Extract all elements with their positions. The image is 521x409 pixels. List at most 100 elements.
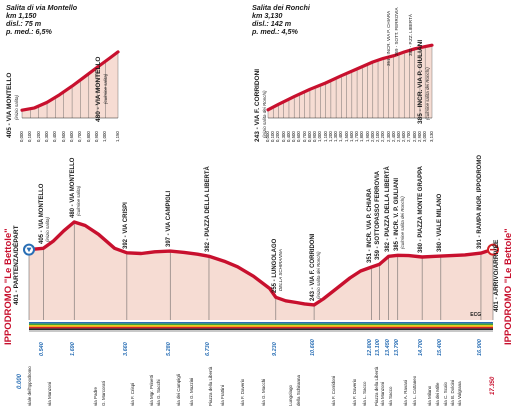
waypoint-label: 385 - INCR. V. P. GIULIANI (393, 178, 400, 252)
street-label: via A. Ravasi (403, 379, 409, 406)
waypoint-label: 397 - VIA CAMPIGLI (166, 190, 173, 248)
main-profile-fill (29, 222, 493, 320)
climb1-fill (22, 51, 118, 118)
climb1-pmed: p. med.: 6,5% (6, 27, 52, 36)
street-label: via G. Sacchi (155, 379, 161, 406)
start-marker-icon (26, 247, 32, 253)
km-label: 1.690 (70, 342, 77, 356)
street-label: G. Marcorati (100, 381, 106, 406)
waypoint-sublabel: (inizio salita) (45, 217, 51, 243)
climb2-mid-label-1: 351 - INCR. VIA P. CHIARA (386, 10, 391, 66)
climb1-tick-label: 0,200 (35, 131, 41, 142)
km-label: 6.730 (204, 342, 211, 356)
km-label: 3.660 (122, 342, 129, 356)
start-km: 0.000 (17, 373, 23, 389)
climb1-title: Salita di via Montello (6, 3, 78, 12)
street-label: via Valgrana (456, 381, 462, 406)
street-label: via Manzoni (47, 381, 53, 406)
climb2-tick-label: 2,200 (380, 131, 386, 142)
waypoint-sublabel: (culmine salita) (76, 185, 82, 216)
start-label: 401 - PARTENZA/DÉPART (13, 225, 20, 305)
finish-label: 401 - ARRIVO/ARRIVÉE (493, 239, 500, 312)
waypoint-label: 351 - INCR. VIA P. CHIARA (367, 188, 374, 264)
climb2-end-sub: (culmine salita dei Ronchi) (425, 67, 430, 120)
street-label: via G. Mazzini (189, 377, 195, 406)
km-label: 10.660 (310, 339, 317, 356)
climb1-end-sub: (culmine salita) (103, 73, 108, 104)
climb1-tick-label: 0,700 (77, 131, 83, 142)
km-label: 5.280 (166, 342, 173, 356)
climb2-fill (268, 45, 432, 119)
street-label: viale dell'Ippodromo (27, 366, 33, 406)
km-label: 12.800 (367, 339, 374, 356)
waypoint-label: 382 - PIAZZA DELLA LIBERTÀ (384, 166, 391, 253)
street-label: via C. Scalo (443, 381, 449, 406)
climb2-info: Salita dei Ronchi km 3,130 disl.: 142 m … (252, 4, 310, 36)
band-stripe (29, 325, 493, 327)
climb1-profile-line (20, 50, 120, 112)
waypoint-label: 382 - PIAZZA DELLA LIBERTÀ (204, 166, 211, 253)
street-label: via F. Daverio (239, 378, 245, 406)
waypoint-sublabel: (culmine salita dei Ronchi) (399, 196, 405, 250)
street-label: via Manzoni (380, 381, 386, 406)
street-label: via F. Crispi (130, 382, 136, 406)
climb1-km: km 1,150 (6, 11, 37, 20)
km-label: 14.700 (418, 339, 425, 356)
climb1-tick-label: 0,000 (19, 131, 24, 142)
street-label: Piazza della Libertà (373, 366, 379, 406)
climb2-tick-label: 3,130 (429, 131, 434, 142)
waypoint-label: 255 - LUNGOLAGO (271, 238, 278, 294)
km-label: 16.900 (476, 339, 483, 356)
waypoint-label: 380 - PIAZZA MONTE GRAPPA (418, 165, 425, 253)
climb1-tick-label: 0,900 (94, 131, 100, 142)
street-label: via L. Cattaneo (412, 375, 418, 406)
street-label: via Padre (92, 386, 98, 406)
waypoint-label: 391 - RAMPA INGR. IPPODROMO (476, 155, 483, 250)
km-label: 13.100 (375, 339, 382, 356)
climb1-tick-label: 0,500 (60, 131, 66, 142)
street-label: via B. Dolcini (449, 379, 455, 406)
climb2-km: km 3,130 (252, 11, 283, 20)
km-label: 9.230 (271, 342, 278, 356)
climb2-tick-label: 3,000 (422, 131, 428, 142)
street-label: Piazza della Libertà (207, 366, 213, 406)
ecg-marker: ECG (470, 312, 482, 318)
km-label: 13.450 (384, 339, 391, 356)
climb2-mid-label-2: 359 - SOTT. FERROVIA (394, 7, 399, 56)
climb1-tick-label: 0,600 (69, 131, 75, 142)
street-label: via G. Macchi (261, 378, 267, 406)
climb1-tick-label: 0,800 (85, 131, 91, 142)
street-label: Lungolago (288, 384, 294, 406)
waypoint-sublabel: DELLA SCHIRANNA (277, 249, 283, 292)
climb2-start-label: 243 - VIA F. CORRIDONI (254, 68, 261, 142)
climb2-tick-label: 1,400 (338, 131, 344, 142)
climb1-end-label: 480 - VIA MONTELLO (95, 56, 102, 123)
climb2-disl: disl.: 142 m (252, 19, 292, 28)
finish-banner: IPPODROMO "Le Bettole" (503, 228, 514, 345)
street-label: della Schiranna (296, 374, 302, 406)
climb1-start-sub: (inizio salita) (14, 94, 19, 120)
band-stripe (29, 322, 493, 324)
climb1-tick-label: 1,000 (102, 131, 108, 142)
km-label: 0.540 (39, 342, 46, 356)
climb1-disl: disl.: 75 m (6, 19, 42, 28)
band-stripe (29, 326, 493, 329)
climb2-tick-label: 1,800 (359, 131, 365, 142)
street-label: via Mgr. Prinetti (149, 374, 155, 406)
street-label: via Milano (427, 385, 433, 406)
waypoint-label: 392 - VIA CRISPI (122, 202, 129, 249)
waypoint-sublabel: (inizio salita dei Ronchi) (316, 251, 322, 299)
climb1-tick-label: 0,400 (52, 131, 58, 142)
climb2-title: Salita dei Ronchi (252, 3, 310, 12)
main-profile-line (27, 220, 495, 307)
band-stripe (29, 323, 493, 326)
street-label: via Sacco (388, 386, 394, 406)
street-label: via Frattini (219, 385, 225, 406)
km-label: 13.790 (393, 339, 400, 356)
climb1-start-label: 405 - VIA MONTELLO (6, 72, 13, 139)
climb2-mid-label-3: 382 - P.ZZ. LIBERTÀ (408, 14, 413, 56)
waypoint-label: 359 - SOTTOPASSO FERROVIA (375, 171, 382, 261)
band-stripe (29, 328, 493, 330)
